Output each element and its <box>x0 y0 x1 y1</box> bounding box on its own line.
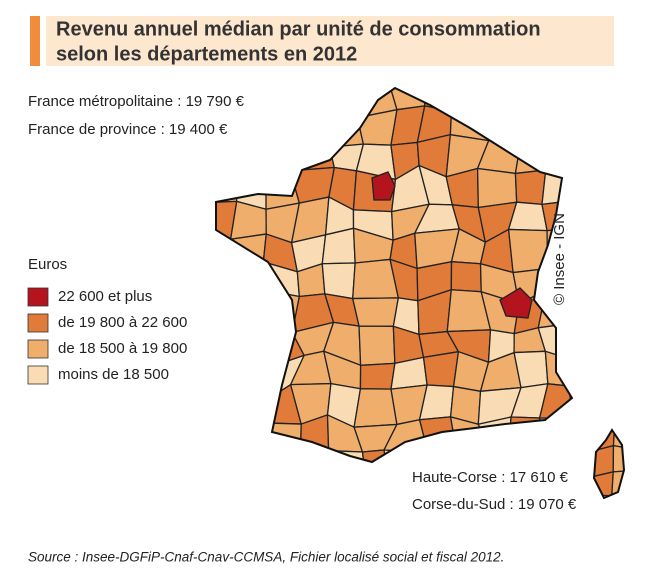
legend-label: 22 600 et plus <box>58 288 152 305</box>
department <box>216 168 238 204</box>
department <box>544 135 572 181</box>
department <box>544 103 572 147</box>
corsica-stat: Corse-du-Sud : 19 070 € <box>412 496 577 513</box>
department <box>538 417 572 456</box>
department <box>507 228 548 274</box>
legend-swatch <box>27 287 49 307</box>
department <box>361 449 392 462</box>
department <box>450 261 482 293</box>
legend-swatch <box>27 313 49 333</box>
department <box>236 387 275 425</box>
department <box>265 138 296 174</box>
department <box>353 388 398 428</box>
department <box>321 262 356 300</box>
legend-swatch <box>27 339 49 359</box>
legend-label: de 19 800 à 22 600 <box>58 314 187 331</box>
department <box>229 443 269 462</box>
legend: 22 600 et plus de 19 800 à 22 600 de 18 50… <box>27 287 187 385</box>
department <box>476 167 518 209</box>
legend-title: Euros <box>28 256 67 273</box>
department <box>230 138 275 174</box>
department <box>216 422 242 452</box>
department <box>234 354 275 397</box>
department <box>269 112 302 151</box>
department <box>292 449 330 462</box>
department <box>216 141 236 180</box>
title: selon les départements en 2012 <box>56 43 357 65</box>
department <box>356 108 398 146</box>
department <box>216 354 239 390</box>
department <box>358 325 396 366</box>
department <box>389 88 426 111</box>
department <box>229 422 272 449</box>
department <box>228 261 272 305</box>
department <box>321 88 360 119</box>
department <box>320 450 368 462</box>
departments <box>216 88 572 462</box>
department <box>216 321 237 360</box>
department <box>594 471 614 497</box>
department <box>216 258 235 305</box>
department <box>499 287 533 319</box>
department <box>477 416 512 455</box>
stat: France métropolitaine : 19 790 € <box>28 93 245 110</box>
department <box>231 331 274 368</box>
department <box>508 103 548 147</box>
legend-label: de 18 500 à 19 800 <box>58 340 187 357</box>
department <box>450 88 491 119</box>
department <box>481 88 517 119</box>
department <box>423 88 454 112</box>
department <box>216 447 236 462</box>
department <box>259 88 302 116</box>
department <box>216 291 233 336</box>
department <box>263 443 302 462</box>
credit: © Insee - IGN <box>551 213 568 305</box>
department <box>514 169 547 206</box>
department <box>612 430 624 451</box>
legend-swatch <box>27 365 49 385</box>
department <box>216 382 241 430</box>
department <box>351 297 400 327</box>
department <box>422 350 460 388</box>
department <box>371 171 396 201</box>
legend-label: moins de 18 500 <box>58 366 169 383</box>
source: Source : Insee-DGFiP-Cnaf-Cnav-CCMSA, Fi… <box>28 550 504 565</box>
department <box>545 88 572 120</box>
department <box>514 135 547 175</box>
stat: France de province : 19 400 € <box>28 121 228 138</box>
department <box>228 290 272 335</box>
title-marker <box>30 16 40 66</box>
title-band <box>46 16 614 66</box>
department <box>321 102 365 148</box>
department <box>612 444 624 473</box>
department <box>230 106 275 151</box>
department <box>292 88 325 116</box>
department <box>508 88 552 111</box>
department <box>293 102 331 150</box>
corsica-stat: Haute-Corse : 17 610 € <box>412 469 569 486</box>
department <box>216 238 235 265</box>
title: Revenu annuel médian par unité de consom… <box>56 18 541 40</box>
department <box>359 362 396 390</box>
outline <box>592 428 626 500</box>
